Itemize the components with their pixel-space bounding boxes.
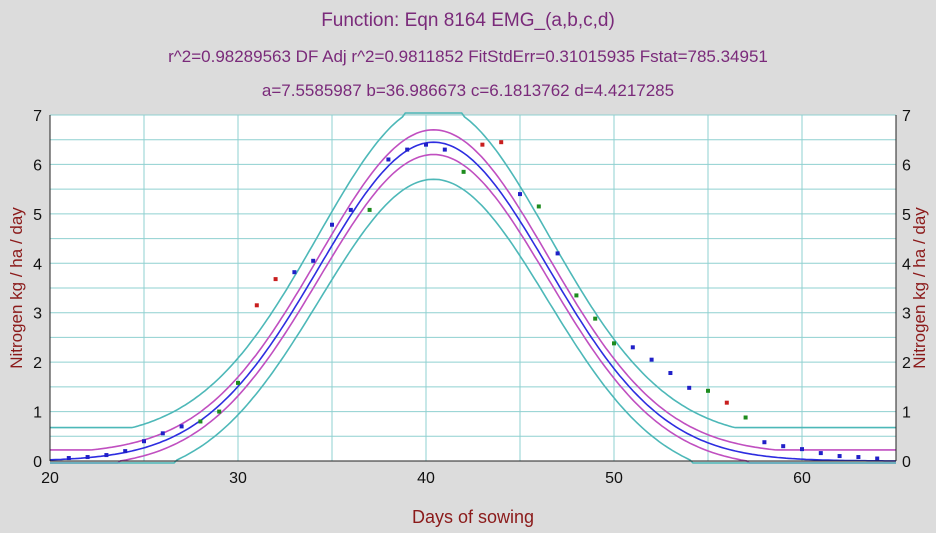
y-tick-label-right: 0 — [902, 454, 911, 471]
data-point — [292, 270, 297, 275]
data-point — [499, 140, 504, 145]
y-tick-label-right: 1 — [902, 405, 911, 422]
y-tick-label-right: 5 — [902, 207, 911, 224]
y-tick-label: 6 — [33, 157, 42, 174]
data-point — [649, 357, 654, 362]
data-point — [875, 456, 880, 461]
y-tick-label: 7 — [33, 108, 42, 125]
fit-curves — [49, 112, 896, 464]
data-point — [142, 439, 146, 444]
data-point — [781, 444, 786, 449]
data-point — [480, 142, 485, 147]
y-tick-label-right: 6 — [902, 157, 911, 174]
y-tick-label: 1 — [33, 405, 42, 422]
data-point — [762, 440, 767, 445]
y-axis-label: Nitrogen kg / ha / day — [7, 207, 26, 369]
fit-curve — [49, 141, 896, 462]
data-point — [348, 207, 353, 212]
y-tick-label: 5 — [33, 207, 42, 224]
data-point — [386, 157, 391, 162]
data-point — [66, 456, 71, 461]
data-point — [254, 303, 259, 308]
x-tick-label: 50 — [605, 470, 623, 487]
y-tick-label-right: 2 — [902, 355, 911, 372]
data-point — [724, 400, 729, 405]
data-point — [85, 455, 90, 460]
y-tick-label-right: 4 — [902, 256, 911, 273]
data-point — [424, 142, 428, 147]
x-tick-label: 60 — [793, 470, 811, 487]
y-tick-label: 0 — [33, 454, 42, 471]
y-tick-label: 3 — [33, 306, 42, 323]
data-point — [837, 454, 842, 459]
fit-parameters: a=7.5585987 b=36.986673 c=6.1813762 d=4.… — [261, 81, 675, 100]
fit-statistics: r^2=0.98289563 DF Adj r^2=0.9811852 FitS… — [168, 47, 768, 66]
data-point — [330, 222, 334, 227]
data-point — [612, 341, 616, 346]
data-point — [555, 251, 560, 256]
y-tick-label: 4 — [33, 256, 42, 273]
data-point — [236, 380, 240, 385]
data-point — [593, 316, 598, 321]
x-axis-label: Days of sowing — [412, 507, 534, 527]
confidence-upper-curve — [50, 128, 896, 451]
data-point — [668, 371, 673, 376]
y-tick-label-right: 7 — [902, 108, 911, 125]
x-tick-label: 40 — [417, 470, 435, 487]
data-point — [123, 449, 128, 454]
data-point — [442, 147, 447, 152]
chart-title: Function: Eqn 8164 EMG_(a,b,c,d) — [321, 10, 615, 31]
axes: 0 0 1 1 2 2 3 3 4 4 5 5 6 6 7 7 20 30 40 50 60 — [33, 108, 911, 487]
x-tick-label: 30 — [229, 470, 247, 487]
data-point — [818, 451, 823, 456]
data-point — [574, 293, 579, 298]
data-point — [367, 207, 372, 212]
data-point — [104, 453, 109, 458]
prediction-lower-curve — [50, 178, 896, 464]
data-point — [160, 431, 165, 436]
prediction-upper-curve — [50, 112, 896, 429]
data-point — [856, 455, 861, 460]
data-point — [800, 447, 804, 452]
data-point — [706, 388, 710, 393]
data-point — [198, 419, 203, 424]
data-point — [179, 424, 184, 429]
data-point — [461, 169, 466, 174]
data-point — [536, 204, 541, 209]
data-point — [217, 409, 222, 414]
data-points — [66, 140, 880, 461]
data-point — [630, 345, 635, 350]
x-tick-label: 20 — [41, 470, 59, 487]
data-point — [273, 277, 278, 282]
y-tick-label-right: 3 — [902, 306, 911, 323]
data-point — [687, 385, 692, 390]
data-point — [743, 415, 748, 420]
grid-lines — [49, 114, 897, 462]
data-point — [311, 258, 316, 263]
y-axis-label-right: Nitrogen kg / ha / day — [910, 207, 929, 369]
data-point — [518, 192, 522, 197]
y-tick-label: 2 — [33, 355, 42, 372]
data-point — [405, 147, 410, 152]
